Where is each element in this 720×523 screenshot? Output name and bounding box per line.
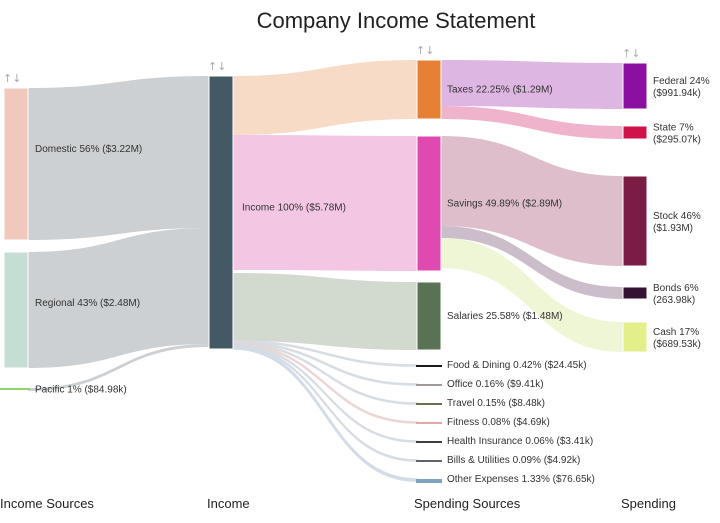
node-other[interactable]	[416, 479, 442, 483]
label-bonds-value: (263.98k)	[653, 295, 695, 306]
node-federal[interactable]	[622, 62, 648, 110]
link-domestic-to-income[interactable]	[28, 76, 209, 240]
link-income-to-other[interactable]	[232, 346, 418, 482]
column-axis-labels: Income Sources Income Spending Sources S…	[0, 496, 676, 511]
node-taxes[interactable]	[416, 59, 442, 120]
label-federal-value: ($991.94k)	[653, 88, 701, 99]
label-bills: Bills & Utilities 0.09% ($4.92k)	[447, 455, 580, 466]
label-travel: Travel 0.15% ($8.48k)	[447, 398, 545, 409]
label-cash-value: ($689.53k)	[653, 339, 701, 350]
axis-label-income-sources: Income Sources	[0, 496, 94, 511]
node-salaries[interactable]	[416, 281, 442, 351]
node-regional[interactable]	[3, 251, 29, 369]
sankey-links	[28, 60, 623, 482]
link-income-to-taxes[interactable]	[233, 60, 417, 135]
label-state: State 7%	[653, 123, 694, 134]
label-office: Office 0.16% ($9.41k)	[447, 379, 544, 390]
node-office[interactable]	[416, 384, 442, 386]
link-savings-to-bonds[interactable]	[441, 226, 623, 299]
node-pacific[interactable]	[0, 388, 30, 390]
sort-toggle-icon-col-0[interactable]: ↑↓	[3, 72, 21, 85]
node-bonds[interactable]	[622, 286, 648, 300]
label-pacific: Pacific 1% ($84.98k)	[35, 385, 127, 396]
axis-label-spending-sources: Spending Sources	[414, 496, 521, 511]
label-income: Income 100% ($5.78M)	[242, 203, 346, 214]
link-savings-to-stock[interactable]	[441, 136, 623, 266]
sort-toggles[interactable]: ↑↓ ↑↓ ↑↓ ↑↓	[3, 44, 640, 85]
link-savings-to-cash[interactable]	[441, 238, 623, 352]
label-state-value: ($295.07k)	[653, 135, 701, 146]
label-other: Other Expenses 1.33% ($76.65k)	[447, 474, 595, 485]
sort-toggle-icon-col-2[interactable]: ↑↓	[416, 44, 434, 57]
label-stock: Stock 46%	[653, 211, 701, 222]
label-stock-value: ($1.93M)	[653, 223, 693, 234]
node-state[interactable]	[622, 125, 648, 140]
label-taxes: Taxes 22.25% ($1.29M)	[447, 85, 553, 96]
label-domestic: Domestic 56% ($3.22M)	[35, 144, 142, 155]
node-stock[interactable]	[622, 175, 648, 267]
link-income-to-savings[interactable]	[233, 135, 417, 271]
node-cash[interactable]	[622, 321, 648, 353]
node-travel[interactable]	[416, 403, 442, 405]
label-federal: Federal 24%	[653, 76, 710, 87]
chart-title: Company Income Statement	[256, 8, 536, 33]
label-food: Food & Dining 0.42% ($24.45k)	[447, 360, 587, 371]
node-bills[interactable]	[416, 460, 442, 462]
node-food[interactable]	[416, 365, 442, 367]
link-taxes-to-federal[interactable]	[441, 60, 623, 109]
link-pacific-to-income[interactable]	[28, 344, 209, 391]
sort-toggle-icon-col-3[interactable]: ↑↓	[622, 47, 640, 60]
label-fitness: Fitness 0.08% ($4.69k)	[447, 417, 550, 428]
sankey-labels: Domestic 56% ($3.22M) Regional 43% ($2.48…	[35, 76, 710, 485]
label-savings: Savings 49.89% ($2.89M)	[447, 199, 562, 210]
node-income[interactable]	[208, 75, 234, 350]
link-regional-to-income[interactable]	[28, 228, 209, 368]
link-income-to-health[interactable]	[232, 344, 418, 443]
link-income-to-salaries[interactable]	[233, 273, 417, 350]
axis-label-spending: Spending	[621, 496, 676, 511]
node-savings[interactable]	[416, 135, 442, 272]
label-bonds: Bonds 6%	[653, 283, 699, 294]
label-salaries: Salaries 25.58% ($1.48M)	[447, 311, 563, 322]
node-domestic[interactable]	[3, 87, 29, 241]
label-cash: Cash 17%	[653, 327, 699, 338]
node-fitness[interactable]	[416, 422, 442, 424]
node-health[interactable]	[416, 441, 442, 443]
sankey-nodes	[0, 59, 648, 483]
sort-toggle-icon-col-1[interactable]: ↑↓	[208, 60, 226, 73]
label-health: Health Insurance 0.06% ($3.41k)	[447, 436, 593, 447]
label-regional: Regional 43% ($2.48M)	[35, 298, 140, 309]
axis-label-income: Income	[207, 496, 250, 511]
link-taxes-to-state[interactable]	[441, 106, 623, 139]
